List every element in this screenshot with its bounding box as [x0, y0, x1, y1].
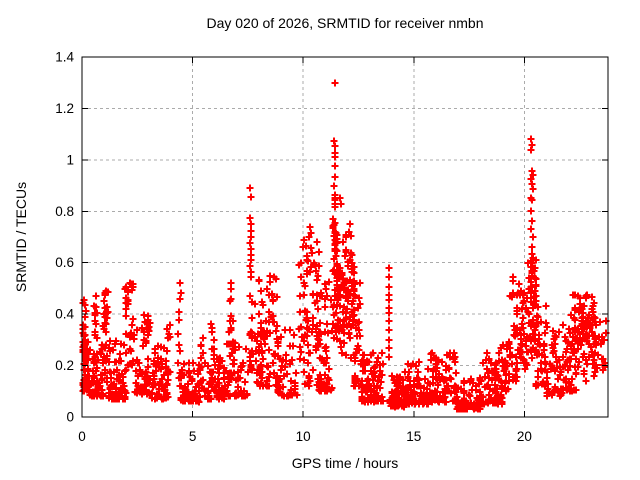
y-tick-label: 0: [66, 410, 74, 425]
chart-title: Day 020 of 2026, SRMTID for receiver nmb…: [206, 15, 484, 31]
x-tick-label: 10: [296, 429, 311, 444]
x-tick-label: 15: [406, 429, 421, 444]
plot-border: [81, 56, 609, 418]
y-tick-labels: 0 0.2 0.4 0.6 0.8 1 1.2 1.4: [55, 50, 74, 425]
x-axis-label: GPS time / hours: [291, 455, 399, 471]
y-tick-label: 0.4: [55, 307, 74, 322]
x-tick-labels: 0 5 10 15 20: [78, 429, 532, 444]
data-points: [79, 79, 610, 413]
y-tick-label: 0.2: [55, 358, 74, 373]
x-tick-label: 20: [517, 429, 532, 444]
y-tick-label: 0.8: [55, 204, 74, 219]
x-tick-label: 5: [189, 429, 197, 444]
y-tick-label: 1.2: [55, 101, 74, 116]
y-tick-label: 0.6: [55, 255, 74, 270]
x-tick-label: 0: [78, 429, 86, 444]
y-tick-label: 1: [66, 152, 74, 167]
y-tick-label: 1.4: [55, 50, 74, 65]
